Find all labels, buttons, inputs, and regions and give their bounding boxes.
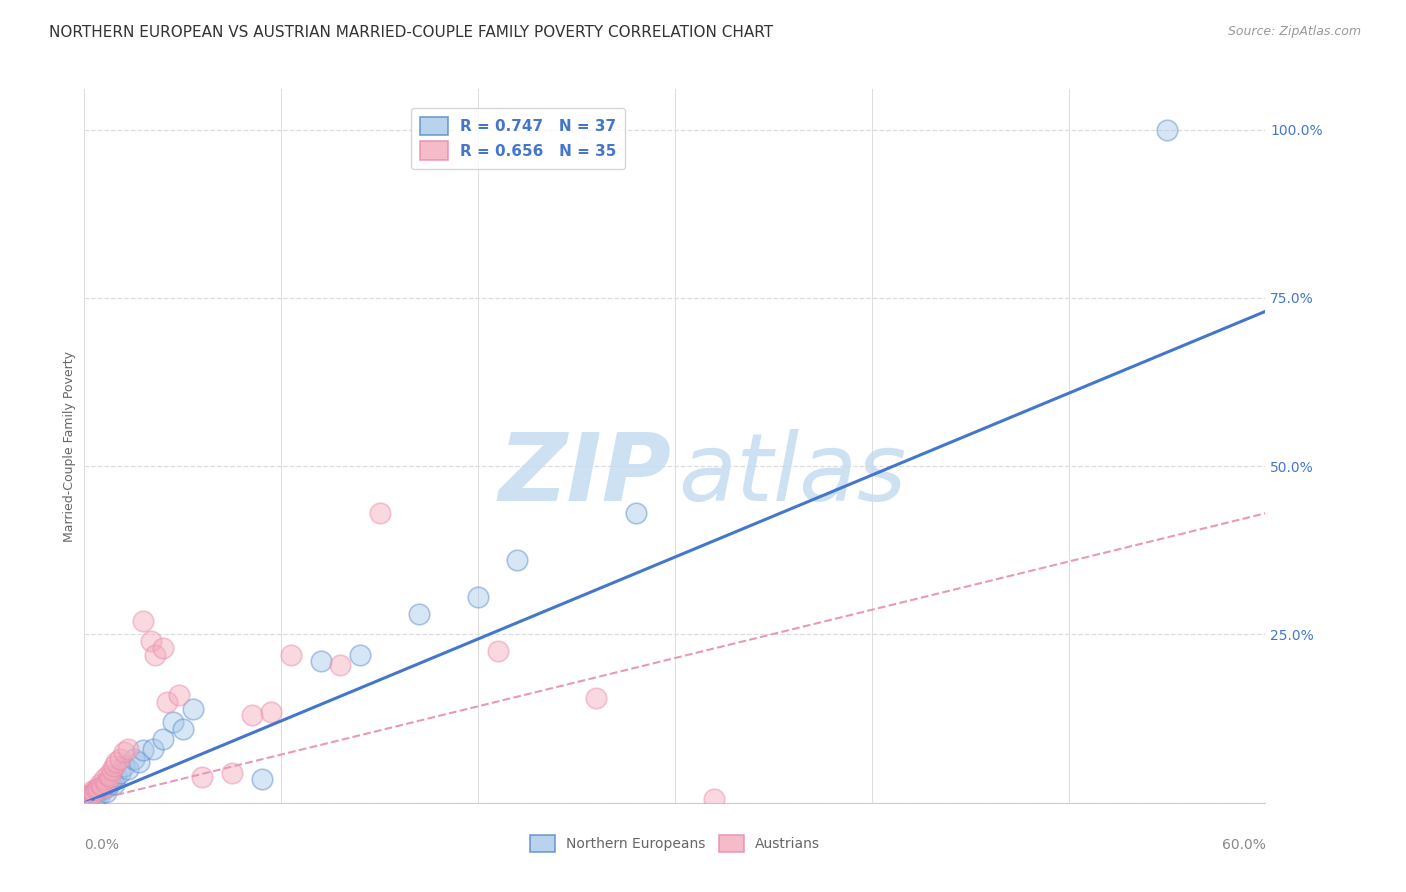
Point: [143, 648, 166, 662]
Point: [87, 780, 110, 795]
Point: [98, 775, 121, 789]
Point: [141, 634, 163, 648]
Point: [75, 791, 97, 805]
Point: [117, 742, 139, 756]
Point: [97, 767, 120, 781]
Point: [703, 792, 725, 806]
Point: [84, 789, 107, 803]
Point: [77, 788, 100, 802]
Point: [75, 792, 97, 806]
Point: [87, 783, 110, 797]
Text: NORTHERN EUROPEAN VS AUSTRIAN MARRIED-COUPLE FAMILY POVERTY CORRELATION CHART: NORTHERN EUROPEAN VS AUSTRIAN MARRIED-CO…: [49, 25, 773, 40]
Point: [112, 758, 135, 772]
Point: [368, 506, 391, 520]
Point: [101, 764, 124, 778]
Point: [329, 657, 352, 672]
Point: [83, 786, 105, 800]
Point: [82, 783, 104, 797]
Point: [585, 691, 607, 706]
Point: [98, 770, 121, 784]
Point: [624, 506, 647, 520]
Point: [181, 701, 204, 715]
Text: Source: ZipAtlas.com: Source: ZipAtlas.com: [1227, 25, 1361, 38]
Point: [128, 756, 150, 770]
Point: [93, 780, 115, 795]
Point: [152, 640, 174, 655]
Point: [94, 775, 117, 789]
Point: [132, 614, 155, 628]
Point: [79, 791, 101, 805]
Point: [240, 708, 263, 723]
Point: [309, 655, 332, 669]
Point: [108, 752, 131, 766]
Point: [89, 777, 111, 791]
Point: [280, 648, 302, 662]
Point: [260, 705, 283, 719]
Point: [506, 553, 529, 567]
Point: [152, 731, 174, 746]
Point: [82, 789, 104, 804]
Point: [77, 790, 100, 805]
Text: ZIP: ZIP: [499, 428, 671, 521]
Point: [112, 745, 135, 759]
Text: 60.0%: 60.0%: [1222, 838, 1265, 853]
Point: [156, 695, 179, 709]
Point: [142, 742, 165, 756]
Point: [1156, 122, 1178, 136]
Point: [167, 688, 190, 702]
Point: [349, 648, 371, 662]
Point: [104, 769, 127, 783]
Point: [97, 779, 120, 793]
Point: [94, 785, 117, 799]
Point: [103, 758, 125, 772]
Point: [250, 772, 273, 787]
Point: [117, 762, 139, 776]
Point: [108, 765, 131, 780]
Point: [486, 644, 509, 658]
Point: [89, 787, 111, 801]
Point: [162, 714, 184, 729]
Point: [122, 752, 145, 766]
Point: [467, 591, 489, 605]
Point: [79, 788, 101, 802]
Point: [172, 722, 194, 736]
Point: [103, 777, 125, 791]
Y-axis label: Married-Couple Family Poverty: Married-Couple Family Poverty: [63, 351, 76, 541]
Point: [83, 792, 105, 806]
Point: [83, 786, 105, 800]
Text: 0.0%: 0.0%: [84, 838, 120, 853]
Legend: Northern Europeans, Austrians: Northern Europeans, Austrians: [522, 827, 828, 860]
Point: [408, 607, 430, 622]
Point: [104, 756, 127, 770]
Point: [84, 782, 107, 797]
Point: [79, 789, 101, 803]
Point: [93, 772, 115, 787]
Point: [132, 743, 155, 757]
Text: atlas: atlas: [679, 429, 907, 520]
Point: [221, 765, 243, 780]
Point: [101, 772, 124, 787]
Point: [191, 770, 214, 784]
Point: [91, 779, 114, 793]
Point: [91, 782, 114, 797]
